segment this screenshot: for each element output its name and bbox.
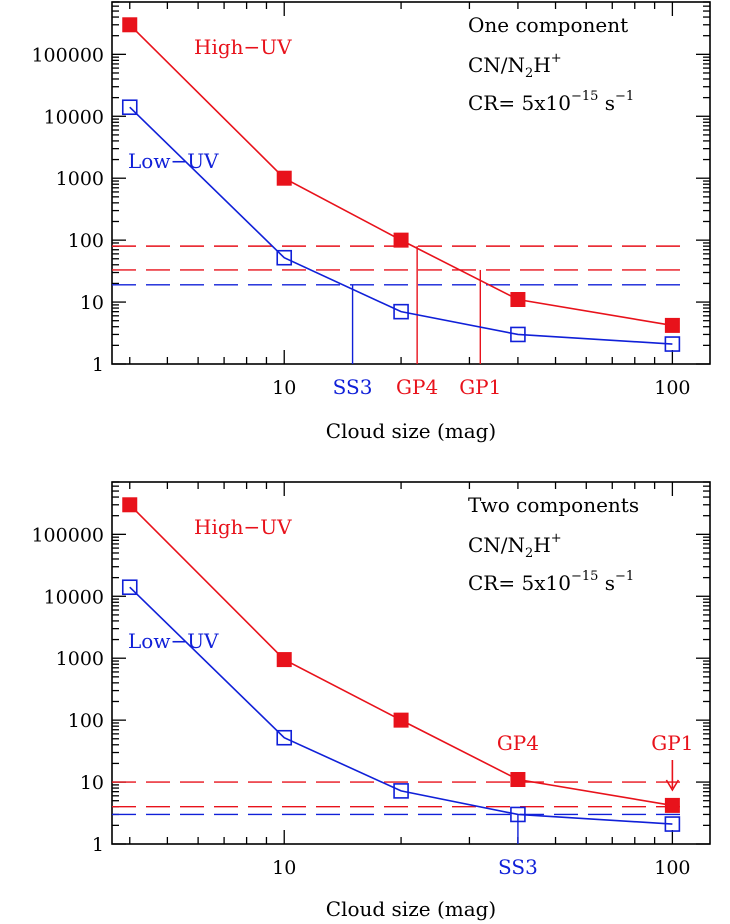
annotation-ratio-text: CN/N xyxy=(468,533,525,557)
data-point-low-uv xyxy=(510,806,526,823)
data-point-high-uv xyxy=(122,17,138,33)
annotation-cosmic-ray-rate: CR= 5x10−15 s−1 xyxy=(468,569,634,595)
y-tick-label: 1000 xyxy=(56,168,104,190)
data-point-high-uv xyxy=(510,772,526,788)
plot-frame xyxy=(111,1,711,365)
marker-label-ss3: SS3 xyxy=(498,855,538,879)
data-point-low-uv xyxy=(664,336,681,352)
annotation-ratio: CN/N2H+ xyxy=(468,531,562,561)
data-point-high-uv xyxy=(393,712,409,728)
data-point-high-uv xyxy=(276,170,292,186)
y-tick-label: 10 xyxy=(80,292,104,314)
data-point-high-uv xyxy=(122,497,138,513)
annotation-ratio: CN/N2H+ xyxy=(468,51,562,81)
y-tick-label: 100000 xyxy=(31,524,104,546)
series-label-low-uv: Low−UV xyxy=(128,149,219,173)
annotation-ratio-h: H xyxy=(533,53,550,77)
annotation-cr-unit: s xyxy=(598,91,615,115)
y-tick-label: 10 xyxy=(80,772,104,794)
annotation-superscript: + xyxy=(551,51,562,66)
data-point-low-uv xyxy=(393,303,409,320)
annotation-title: One component xyxy=(468,13,628,37)
marker-label-gp4: GP4 xyxy=(396,375,438,399)
y-tick-label: 10000 xyxy=(44,586,104,608)
data-point-low-uv xyxy=(121,579,138,596)
x-tick-label: 100 xyxy=(654,377,690,399)
y-tick-label: 100000 xyxy=(31,44,104,66)
y-tick-label: 100 xyxy=(68,230,104,252)
point-label-gp1: GP1 xyxy=(651,731,693,755)
data-point-high-uv xyxy=(664,317,680,333)
data-point-low-uv xyxy=(276,249,293,266)
annotation-cosmic-ray-rate: CR= 5x10−15 s−1 xyxy=(468,89,634,115)
y-tick-label: 1 xyxy=(92,834,104,856)
x-tick-label: 10 xyxy=(272,377,296,399)
marker-label-ss3: SS3 xyxy=(333,375,373,399)
series-label-high-uv: High−UV xyxy=(194,35,292,59)
data-point-low-uv xyxy=(393,783,409,799)
x-tick-label: 10 xyxy=(272,857,296,879)
series-label-high-uv: High−UV xyxy=(194,515,292,539)
data-point-low-uv xyxy=(121,99,138,116)
annotation-cr-text: CR= 5x10 xyxy=(468,571,571,595)
arrow-head xyxy=(665,779,680,792)
data-point-high-uv xyxy=(276,652,292,668)
data-point-low-uv xyxy=(664,816,681,832)
annotation-superscript: + xyxy=(551,531,562,546)
chart-panel-1: 1 10 100 1000 10000 100000 10 100 Cloud size (ma… xyxy=(31,1,711,443)
series-label-low-uv: Low−UV xyxy=(128,629,219,653)
annotation-cr-unit-exponent: −1 xyxy=(615,569,634,584)
data-point-high-uv xyxy=(393,232,409,248)
y-tick-label: 100 xyxy=(68,710,104,732)
annotation-subscript: 2 xyxy=(525,546,533,561)
annotation-title: Two components xyxy=(468,493,639,517)
series-line-high-uv xyxy=(129,24,673,327)
x-axis-label: Cloud size (mag) xyxy=(326,419,496,443)
data-point-low-uv xyxy=(276,729,293,746)
data-point-high-uv xyxy=(510,292,526,308)
chart-panel-2: 1 10 100 1000 10000 100000 10 100 Cloud size (ma… xyxy=(31,481,711,921)
point-label-gp4: GP4 xyxy=(497,731,539,755)
annotation-ratio-h: H xyxy=(533,533,550,557)
annotation-cr-unit-exponent: −1 xyxy=(615,89,634,104)
annotation-cr-unit: s xyxy=(598,571,615,595)
annotation-ratio-text: CN/N xyxy=(468,53,525,77)
annotation-cr-exponent: −15 xyxy=(571,89,598,104)
data-point-low-uv xyxy=(510,326,526,343)
x-axis-label: Cloud size (mag) xyxy=(326,897,496,921)
annotation-cr-text: CR= 5x10 xyxy=(468,91,571,115)
data-point-high-uv xyxy=(664,797,680,813)
marker-label-gp1: GP1 xyxy=(459,375,501,399)
x-tick-label: 100 xyxy=(654,857,690,879)
annotation-subscript: 2 xyxy=(525,66,533,81)
y-tick-label: 1000 xyxy=(56,648,104,670)
y-tick-label: 1 xyxy=(92,354,104,376)
plot-frame xyxy=(111,481,711,845)
annotation-cr-exponent: −15 xyxy=(571,569,598,584)
series-line-high-uv xyxy=(129,504,673,807)
series-line-low-uv xyxy=(129,586,673,825)
series-line-low-uv xyxy=(129,106,673,345)
y-tick-label: 10000 xyxy=(44,106,104,128)
